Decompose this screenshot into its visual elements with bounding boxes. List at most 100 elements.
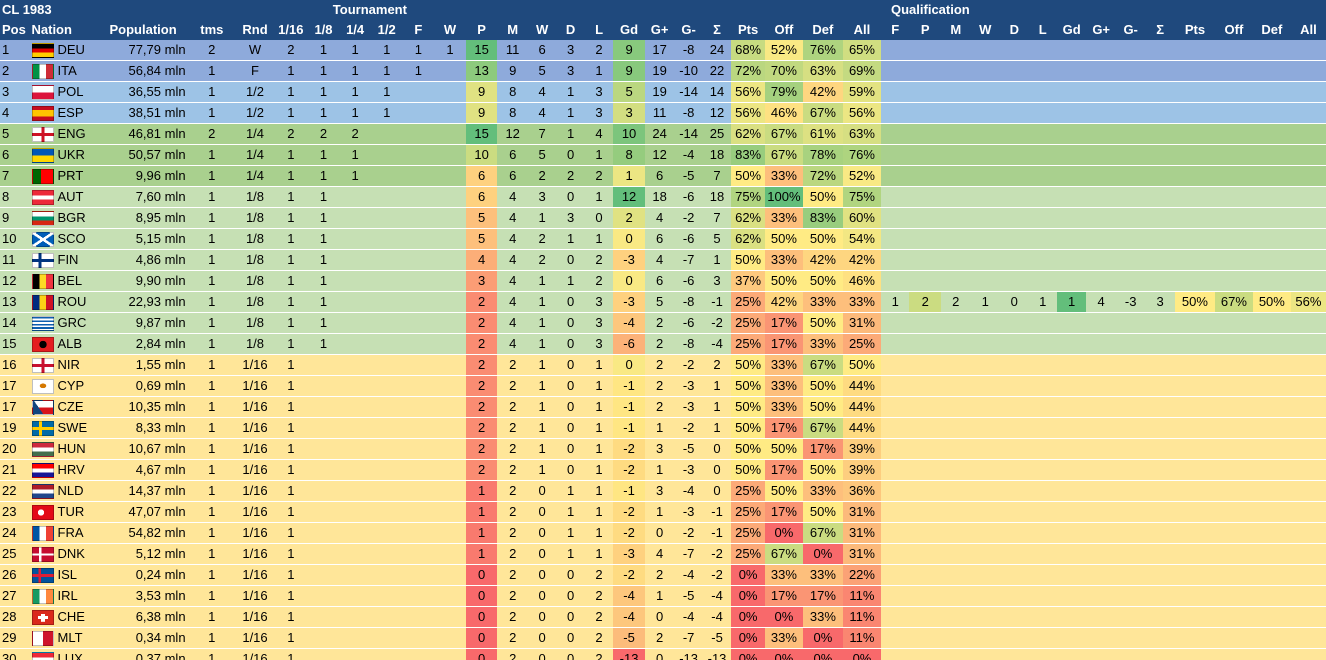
qualification-cell [941, 501, 971, 523]
tournament-cell [339, 396, 371, 418]
col-header-qual-9: Σ [1145, 20, 1175, 40]
qualification-cell [1028, 40, 1057, 61]
stat-cell: 17% [764, 333, 803, 355]
stat-cell: 69% [842, 60, 881, 82]
qualification-cell [1290, 333, 1326, 355]
stat-cell: 50% [802, 396, 843, 418]
stat-cell: 1 [644, 417, 675, 439]
qualification-cell [970, 606, 1001, 628]
stat-cell: 1 [584, 501, 614, 523]
qualification-cell [1028, 165, 1057, 187]
population-cell: 38,51 mln [107, 102, 188, 124]
table-row: 19 SWE 8,33 mln 1 1/16 1 2 2 1 0 1 -1 1 -2 1 50% 17% 67% 4… [0, 417, 1326, 439]
stat-cell: -4 [613, 312, 645, 334]
teams-cell: 1 [187, 102, 237, 124]
flag-deu-icon [31, 43, 54, 59]
qualification-cell [1290, 480, 1326, 502]
stat-cell: 50% [764, 270, 803, 292]
col-header-qual-11: Off [1214, 20, 1253, 40]
table-row: 13 ROU 22,93 mln 1 1/8 1 1 2 4 1 0 3 -3 5 -8 -1 25% 42% 33… [0, 291, 1326, 313]
qualification-cell [970, 627, 1001, 649]
nation-cell: CZE [29, 396, 108, 418]
pos-cell: 30 [0, 648, 30, 660]
tournament-cell [402, 333, 435, 355]
teams-cell: 1 [187, 627, 237, 649]
stat-cell: 1 [584, 522, 614, 544]
stat-cell: 0 [556, 459, 585, 481]
table-row: 2 ITA 56,84 mln 1 F 1 1 1 1 1 13 9 5 3 1 9 19 -10 22 72% 70%… [0, 60, 1326, 82]
tournament-cell: 1 [370, 40, 403, 61]
qualification-cell [1086, 270, 1116, 292]
stat-cell: 44% [842, 417, 881, 439]
qualification-cell [909, 459, 942, 481]
qualification-cell [1252, 102, 1291, 124]
stat-cell: 67% [764, 144, 803, 166]
qualification-cell [1214, 459, 1253, 481]
qualification-cell [1028, 270, 1057, 292]
round-cell: 1/16 [236, 564, 274, 586]
stat-cell: 0% [802, 627, 843, 649]
tournament-cell [307, 522, 340, 544]
qualification-cell [1252, 564, 1291, 586]
stat-cell: -7 [674, 627, 703, 649]
qualification-cell [1000, 375, 1029, 397]
qualification-cell [970, 144, 1001, 166]
stat-cell: 3 [527, 186, 557, 208]
population-cell: 8,95 mln [107, 207, 188, 229]
stat-cell: 1 [465, 543, 498, 565]
teams-cell: 1 [187, 543, 237, 565]
table-row: 7 PRT 9,96 mln 1 1/4 1 1 1 6 6 2 2 2 1 6 -5 7 50% 33% 72% 52… [0, 165, 1326, 187]
flag-rou-icon [31, 295, 54, 311]
population-cell: 4,86 mln [107, 249, 188, 271]
qualification-cell: 1 [970, 291, 1001, 313]
tournament-cell [434, 459, 466, 481]
stat-cell: 4 [497, 186, 528, 208]
stat-cell: 52% [842, 165, 881, 187]
qualification-cell [970, 354, 1001, 376]
stat-cell: 4 [465, 249, 498, 271]
qualification-cell [1174, 312, 1215, 334]
stat-cell: -3 [674, 375, 703, 397]
qualification-cell [1086, 207, 1116, 229]
qualification-cell [1145, 564, 1175, 586]
qualification-cell [1252, 501, 1291, 523]
stat-cell: 1 [527, 207, 557, 229]
qualification-cell [1115, 480, 1146, 502]
col-header-stat-0: P [465, 20, 498, 40]
round-cell: 1/8 [236, 249, 274, 271]
qualification-cell [1174, 270, 1215, 292]
tournament-cell [339, 480, 371, 502]
qualification-cell [970, 522, 1001, 544]
stat-cell: 17% [802, 438, 843, 460]
table-row: 27 IRL 3,53 mln 1 1/16 1 0 2 0 0 2 -4 1 -5 -4 0% 17% 17% 1… [0, 585, 1326, 607]
qualification-cell [1000, 333, 1029, 355]
stat-cell: 9 [613, 60, 645, 82]
qualification-cell [941, 438, 971, 460]
qualification-cell: 67% [1214, 291, 1253, 313]
tournament-cell [402, 501, 435, 523]
stat-cell: 67% [764, 543, 803, 565]
teams-cell: 1 [187, 396, 237, 418]
qualification-cell [1290, 501, 1326, 523]
qualification-cell [881, 165, 910, 187]
qualification-cell [1290, 396, 1326, 418]
stat-cell: 37% [731, 270, 765, 292]
col-header-qual-6: Gd [1056, 20, 1087, 40]
stat-cell: 2 [556, 165, 585, 187]
qualification-cell [1086, 249, 1116, 271]
pos-cell: 17 [0, 396, 30, 418]
teams-cell: 1 [187, 375, 237, 397]
pos-cell: 14 [0, 312, 30, 334]
stat-cell: 19 [644, 81, 675, 103]
population-cell: 1,55 mln [107, 354, 188, 376]
standings-body: 1 DEU 77,79 mln 2 W 2 1 1 1 1 1 15 11 6 3 2 9 17 -8 24 68% 52… [0, 40, 1326, 660]
stat-cell: 25% [731, 522, 765, 544]
teams-cell: 1 [187, 165, 237, 187]
tournament-cell [402, 228, 435, 250]
stat-cell: 2 [584, 564, 614, 586]
stat-cell: 50% [731, 354, 765, 376]
qualification-cell [1028, 312, 1057, 334]
tournament-cell: 1 [339, 165, 371, 187]
tournament-cell [434, 627, 466, 649]
stat-cell: 7 [702, 165, 732, 187]
